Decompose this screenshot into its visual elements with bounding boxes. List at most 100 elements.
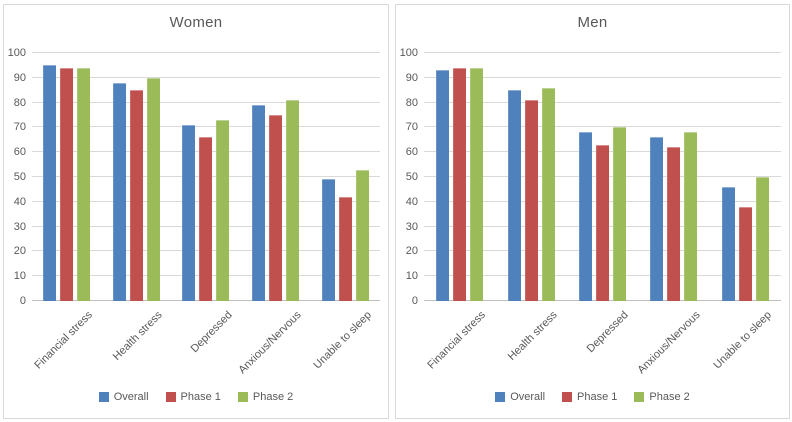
legend-item-phase-1: Phase 1 <box>562 391 617 403</box>
category-group-anxious-nervous <box>638 53 709 301</box>
gridline <box>32 76 380 78</box>
legend-swatch-overall <box>98 392 109 402</box>
gridline <box>424 101 781 103</box>
y-axis-tick-label: 90 <box>405 71 418 84</box>
y-axis-tick-label: 100 <box>7 47 26 59</box>
y-axis-tick-label: 80 <box>13 96 26 109</box>
bar-phase-2 <box>470 67 484 301</box>
legend-label: Phase 1 <box>180 391 221 403</box>
y-axis-tick-label: 20 <box>405 245 418 258</box>
plot-cells <box>32 53 380 301</box>
legend-label: Phase 1 <box>577 391 618 403</box>
gridline <box>32 52 380 53</box>
y-axis-tick-label: 30 <box>13 220 26 233</box>
category-group-financial-stress <box>32 53 102 301</box>
bar-phase-2 <box>355 169 369 301</box>
bar-overall <box>252 105 266 301</box>
plot-area: Financial stress Health stress Depressed An… <box>32 52 380 376</box>
y-axis-tick-label: 100 <box>399 47 418 59</box>
x-axis-category-label: Depressed <box>584 309 631 356</box>
bar-phase-1 <box>667 147 681 301</box>
y-axis-tick-label: 10 <box>13 270 26 283</box>
category-group-health-stress <box>102 53 172 301</box>
bar-phase-2 <box>146 77 160 301</box>
bar-phase-2 <box>286 100 300 301</box>
category-group-anxious-nervous <box>241 53 311 301</box>
x-axis-category-label: Anxious/Nervous <box>236 309 305 377</box>
bar-phase-1 <box>269 115 283 301</box>
legend-item-phase-1: Phase 1 <box>165 391 221 403</box>
category-group-depressed <box>171 53 241 301</box>
y-axis: 0 10 20 30 40 50 60 70 80 90 100 <box>396 47 420 307</box>
bar-overall <box>112 82 126 301</box>
bar-phase-1 <box>199 137 213 301</box>
plot-area: Financial stress Health stress Depressed An… <box>424 52 781 376</box>
bar-phase-1 <box>60 67 74 301</box>
gridline <box>424 126 781 128</box>
legend-label: Phase 2 <box>252 391 294 403</box>
gridline <box>424 76 781 78</box>
bar-phase-2 <box>77 67 91 301</box>
bar-overall <box>321 179 335 301</box>
bar-overall <box>436 70 450 301</box>
bar-phase-2 <box>684 132 698 301</box>
legend-swatch-phase-1 <box>562 392 573 402</box>
x-axis-category-label: Depressed <box>188 309 235 356</box>
x-axis-labels: Financial stress Health stress Depressed An… <box>32 301 380 385</box>
category-group-financial-stress <box>424 53 495 301</box>
y-axis-tick-label: 40 <box>405 195 418 208</box>
y-axis-tick-label: 10 <box>405 270 418 283</box>
x-axis-category-label: Unable to sleep <box>711 309 774 372</box>
legend-swatch-phase-1 <box>165 392 176 402</box>
legend-swatch-overall <box>495 392 506 402</box>
bar-phase-1 <box>129 90 143 301</box>
chart-title: Women <box>169 14 223 31</box>
category-group-unable-to-sleep <box>710 53 781 301</box>
gridline <box>424 52 781 53</box>
legend-label: Phase 2 <box>649 391 690 403</box>
y-axis-tick-label: 40 <box>13 195 26 208</box>
y-axis-tick-label: 60 <box>405 146 418 159</box>
category-group-depressed <box>567 53 638 301</box>
bar-phase-1 <box>453 67 467 301</box>
bar-overall <box>43 65 57 301</box>
y-axis-tick-label: 30 <box>405 220 418 233</box>
bar-phase-1 <box>338 196 352 301</box>
gridline <box>32 126 380 128</box>
bar-phase-1 <box>738 206 752 301</box>
chart-title: Men <box>577 14 608 31</box>
x-axis-category-label: Financial stress <box>32 309 96 372</box>
legend: Overall Phase 1 Phase 2 <box>4 391 388 403</box>
bar-overall <box>650 137 664 301</box>
bar-phase-2 <box>613 127 627 301</box>
bar-phase-2 <box>541 87 555 301</box>
y-axis-tick-label: 20 <box>13 245 26 258</box>
bar-phase-1 <box>524 100 538 301</box>
bar-overall <box>507 90 521 301</box>
legend-swatch-phase-2 <box>634 392 645 402</box>
chart-panel-women: Women 0 10 20 30 40 50 60 70 80 90 100 Financial s… <box>3 4 389 419</box>
y-axis-tick-label: 0 <box>19 295 26 307</box>
bar-overall <box>579 132 593 301</box>
x-axis-category-label: Financial stress <box>425 309 489 372</box>
y-axis-tick-label: 0 <box>411 295 418 307</box>
category-group-health-stress <box>495 53 566 301</box>
y-axis-tick-label: 70 <box>13 121 26 134</box>
x-axis-labels: Financial stress Health stress Depressed An… <box>424 301 781 385</box>
y-axis-tick-label: 70 <box>405 121 418 134</box>
bar-phase-1 <box>596 144 610 301</box>
legend: Overall Phase 1 Phase 2 <box>396 391 789 403</box>
legend-item-overall: Overall <box>495 391 545 403</box>
category-group-unable-to-sleep <box>310 53 380 301</box>
bar-phase-2 <box>216 119 230 301</box>
y-axis-tick-label: 90 <box>13 71 26 84</box>
y-axis-tick-label: 80 <box>405 96 418 109</box>
legend-swatch-phase-2 <box>237 392 248 402</box>
bar-phase-2 <box>755 177 769 301</box>
x-axis-category-label: Unable to sleep <box>311 309 374 372</box>
x-axis-category-label: Health stress <box>111 309 165 363</box>
legend-label: Overall <box>510 391 546 403</box>
legend-item-phase-2: Phase 2 <box>634 391 690 403</box>
y-axis-tick-label: 60 <box>13 146 26 159</box>
